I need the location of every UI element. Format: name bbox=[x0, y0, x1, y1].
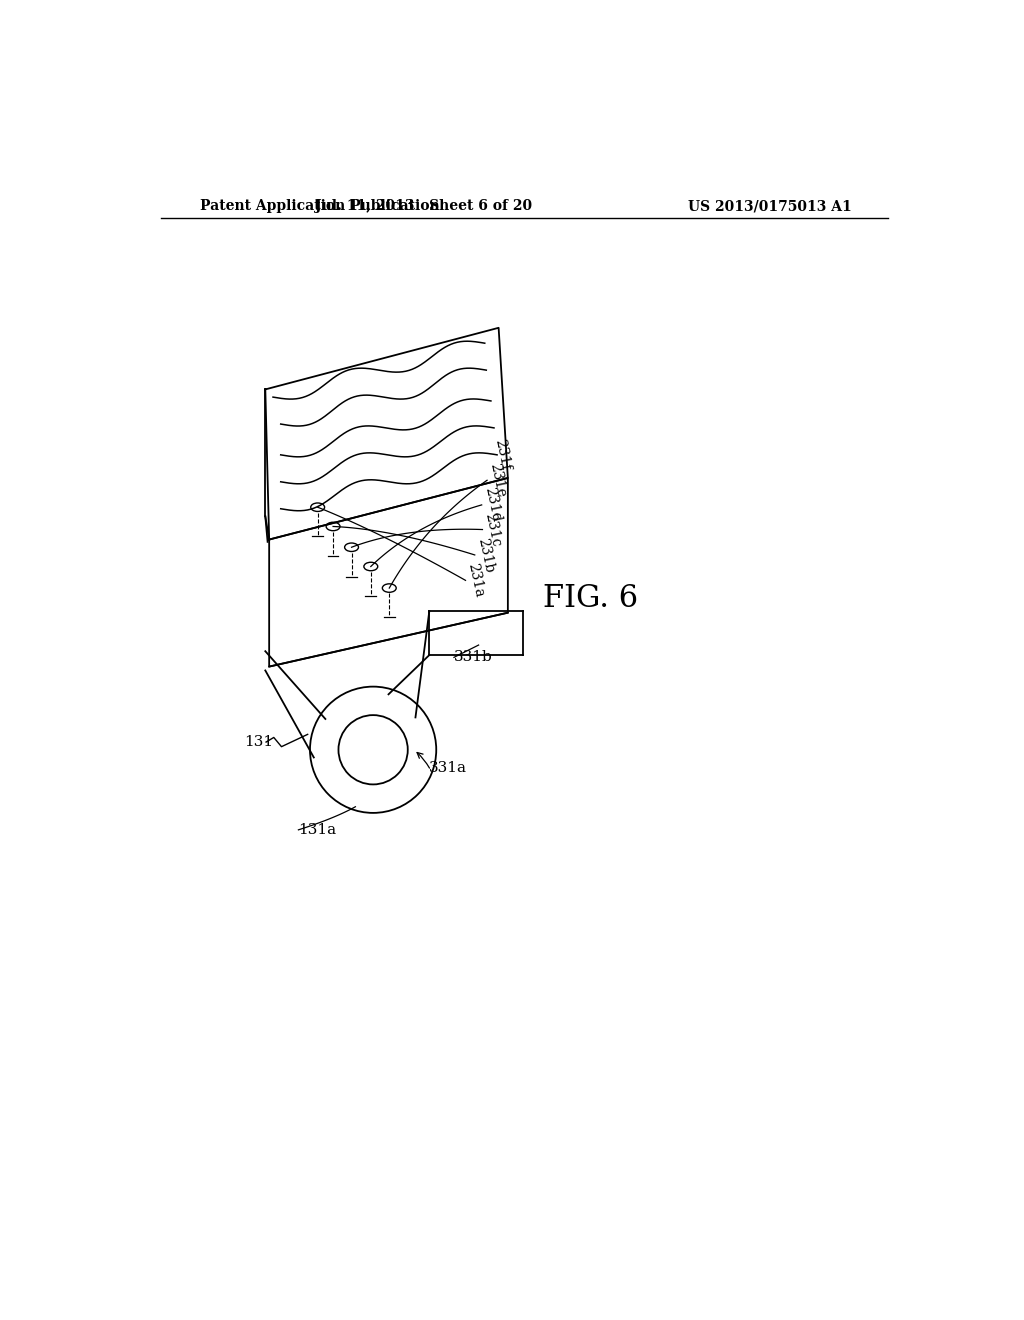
Text: 131a: 131a bbox=[298, 822, 337, 837]
Text: 231c: 231c bbox=[482, 511, 503, 548]
Text: US 2013/0175013 A1: US 2013/0175013 A1 bbox=[688, 199, 852, 213]
Text: FIG. 6: FIG. 6 bbox=[544, 583, 639, 614]
Text: 231f: 231f bbox=[493, 438, 513, 471]
Text: Patent Application Publication: Patent Application Publication bbox=[200, 199, 439, 213]
Text: 331b: 331b bbox=[454, 651, 493, 664]
Text: 231a: 231a bbox=[466, 562, 486, 599]
Text: 131: 131 bbox=[245, 735, 273, 748]
Text: 231e: 231e bbox=[487, 462, 508, 499]
Text: 331a: 331a bbox=[429, 762, 467, 775]
Text: Jul. 11, 2013   Sheet 6 of 20: Jul. 11, 2013 Sheet 6 of 20 bbox=[314, 199, 531, 213]
Text: 231d: 231d bbox=[481, 486, 503, 524]
Text: 231b: 231b bbox=[475, 536, 496, 574]
